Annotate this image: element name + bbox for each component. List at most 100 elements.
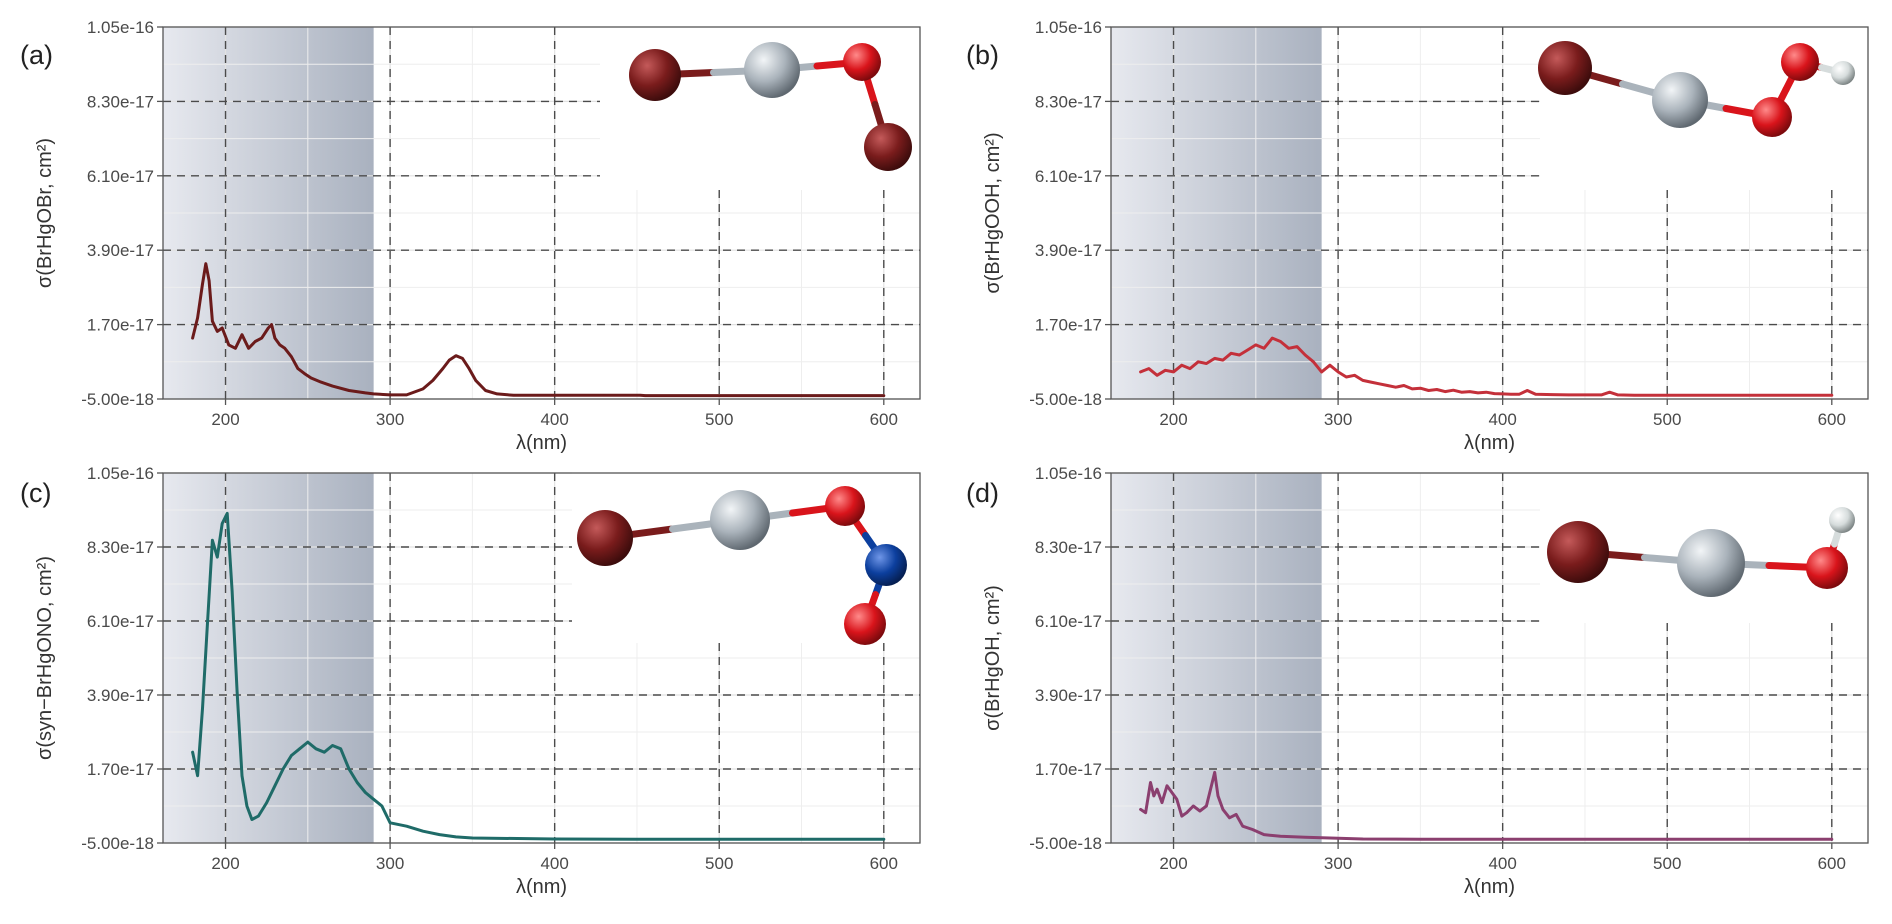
panel-b: 200 300 400 500 600 -5.00e-18 1.70e-17 3.90e-17… [966,18,1870,454]
x-tick-label: 500 [1653,854,1681,873]
data-point [273,784,277,787]
data-point [1608,391,1611,394]
data-point [882,394,885,397]
data-point [380,804,384,808]
data-point [1295,345,1299,348]
data-point [635,838,639,841]
data-point [1509,393,1513,396]
data-point [1526,389,1529,392]
panel-d: 200 300 400 500 600 -5.00e-18 1.70e-17 3.90e-17… [966,464,1870,898]
data-point [1666,838,1669,841]
data-point [484,389,487,392]
panel-a: 200 300 400 500 600 -5.00e-18 1.70e-17 3.90e-17… [20,18,930,454]
y-tick-label: 6.10e-17 [87,167,154,186]
atom-br [577,510,633,566]
atom-br [1538,41,1592,95]
data-point [718,394,721,397]
data-point [1336,370,1340,374]
y-tick-label: 1.05e-16 [87,464,154,483]
data-point [1427,389,1430,392]
data-point [260,336,263,340]
y-axis-title: σ(BrHgOH, cm²) [982,585,1004,731]
y-tick-label: 1.05e-16 [1035,18,1102,37]
data-point [553,837,556,841]
data-point [1149,781,1152,784]
data-point [267,326,270,330]
data-point [421,387,425,391]
y-tick-label: 1.05e-16 [87,18,154,37]
y-tick-label: 6.10e-17 [1035,167,1102,186]
data-point [405,393,408,397]
data-point [314,747,318,750]
data-point [1271,336,1274,340]
data-point [388,821,392,824]
y-tick-label: 1.70e-17 [87,760,154,779]
data-point [1411,387,1414,391]
data-point [356,781,359,784]
data-point [1419,387,1422,390]
y-tick-label: 3.90e-17 [87,241,154,260]
data-point [471,836,474,840]
atom-o [1781,43,1819,81]
data-point [1279,835,1282,838]
y-tick-label: 3.90e-17 [87,686,154,705]
atom-h [1829,507,1855,533]
data-point [201,707,204,710]
data-point [431,379,435,382]
y-tick-label: 1.70e-17 [87,316,154,335]
data-point [221,326,224,330]
data-point [1251,828,1254,831]
data-point [1567,393,1570,397]
data-point [1460,391,1463,394]
data-point [1468,390,1472,393]
data-point [1155,374,1159,377]
data-point [1213,357,1216,360]
data-point [1361,837,1365,841]
x-tick-label: 300 [1324,410,1352,429]
x-tick-label: 600 [1818,854,1846,873]
data-point [474,379,477,382]
data-point [1312,360,1315,363]
atom-o [843,43,881,81]
data-point [211,539,214,542]
x-tick-label: 200 [1159,410,1187,429]
data-point [800,838,803,841]
data-point [1435,388,1439,391]
data-point [1402,384,1406,387]
data-point [1666,394,1669,397]
data-point [1493,392,1496,395]
data-point [296,367,300,370]
x-tick-label: 500 [1653,410,1681,429]
data-point [298,747,301,750]
x-tick-label: 400 [1488,410,1516,429]
data-point [454,354,458,357]
data-point [196,774,199,777]
data-point [495,392,499,396]
data-point [1254,343,1258,347]
data-point [347,767,351,771]
series-line-c [191,511,886,841]
x-tick-label: 300 [376,854,404,873]
data-point [1830,394,1834,397]
data-point [347,389,351,392]
y-axis-title: σ(BrHgOBr, cm²) [34,138,56,288]
data-point [1443,390,1447,393]
data-point [1320,370,1323,374]
data-point [1394,386,1397,389]
data-point [1452,389,1455,392]
data-point [1262,833,1266,836]
data-point [1180,814,1184,818]
panel-label: (b) [966,40,999,70]
data-point [388,393,392,397]
data-point [454,835,458,839]
data-point [1616,393,1620,397]
data-point [1185,811,1188,814]
data-point [323,751,326,754]
data-point [250,818,254,821]
y-tick-label: -5.00e-18 [81,390,154,409]
data-point [1262,347,1266,350]
data-point [273,336,277,340]
data-point [1188,367,1192,370]
data-point [1144,811,1147,814]
